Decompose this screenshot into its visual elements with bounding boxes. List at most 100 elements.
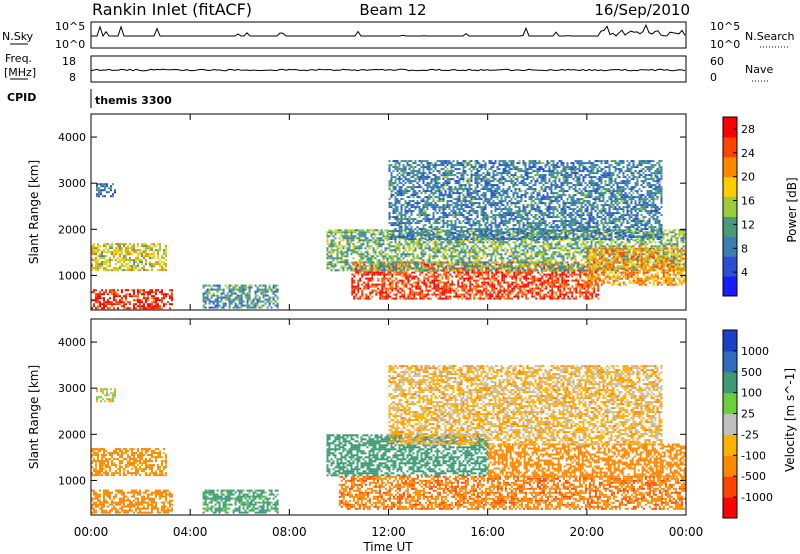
range-time-cell: [572, 237, 575, 240]
range-time-cell: [443, 269, 446, 272]
range-time-cell: [484, 253, 487, 256]
range-time-cell: [93, 299, 95, 302]
range-time-cell: [624, 247, 627, 250]
range-time-cell: [606, 257, 609, 260]
range-time-cell: [97, 267, 99, 270]
range-time-cell: [137, 255, 139, 258]
range-time-cell: [583, 279, 586, 282]
range-time-cell: [475, 291, 478, 294]
range-time-cell: [113, 267, 115, 270]
range-time-cell: [457, 297, 460, 300]
range-time-cell: [384, 269, 387, 272]
range-time-cell: [604, 245, 607, 248]
range-time-cell: [171, 293, 173, 296]
range-time-cell: [246, 286, 249, 289]
range-time-cell: [544, 233, 547, 236]
range-time-cell: [361, 295, 364, 298]
range-time-cell: [498, 265, 501, 268]
range-time-cell: [240, 286, 243, 289]
range-time-cell: [353, 287, 356, 290]
range-time-cell: [390, 251, 393, 254]
range-time-cell: [382, 255, 385, 258]
range-time-cell: [422, 265, 425, 268]
range-time-cell: [377, 277, 380, 280]
range-time-cell: [668, 229, 671, 232]
range-time-cell: [93, 249, 95, 252]
range-time-cell: [133, 247, 135, 250]
range-time-cell: [117, 257, 119, 260]
range-time-cell: [420, 251, 423, 254]
range-time-cell: [386, 259, 389, 262]
range-time-cell: [121, 269, 123, 272]
range-time-cell: [556, 245, 559, 248]
range-time-cell: [620, 237, 623, 240]
range-time-cell: [451, 265, 454, 268]
range-time-cell: [371, 273, 374, 276]
range-time-cell: [499, 271, 502, 274]
range-time-cell: [155, 305, 157, 308]
range-time-cell: [612, 273, 615, 276]
range-time-cell: [133, 259, 135, 262]
range-time-cell: [622, 265, 625, 268]
range-time-cell: [264, 286, 267, 289]
range-time-cell: [652, 231, 655, 234]
range-time-cell: [602, 267, 605, 270]
range-time-cell: [391, 273, 394, 276]
range-time-cell: [403, 279, 406, 282]
range-time-cell: [410, 247, 413, 250]
range-time-cell: [454, 261, 457, 264]
range-time-cell: [549, 281, 552, 284]
range-time-cell: [566, 243, 569, 246]
range-time-cell: [91, 253, 93, 256]
range-time-cell: [581, 287, 584, 290]
range-time-cell: [600, 233, 603, 236]
range-time-cell: [340, 251, 343, 254]
range-time-cell: [353, 295, 356, 298]
range-time-cell: [145, 253, 147, 256]
range-time-cell: [95, 263, 97, 266]
range-time-cell: [549, 289, 552, 292]
range-time-cell: [501, 285, 504, 288]
range-time-cell: [449, 289, 452, 292]
range-time-cell: [497, 271, 500, 274]
range-time-cell: [468, 265, 471, 268]
range-time-cell: [449, 287, 452, 290]
range-time-cell: [503, 289, 506, 292]
range-time-cell: [444, 239, 447, 242]
range-time-cell: [468, 241, 471, 244]
range-time-cell: [622, 247, 625, 250]
range-time-cell: [369, 293, 372, 296]
range-time-cell: [404, 243, 407, 246]
range-time-cell: [417, 293, 420, 296]
range-time-cell: [151, 263, 153, 266]
range-time-cell: [232, 288, 235, 291]
range-time-cell: [133, 307, 135, 310]
range-time-cell: [482, 241, 485, 244]
range-time-cell: [430, 261, 433, 264]
range-time-cell: [450, 259, 453, 262]
range-time-cell: [582, 249, 585, 252]
range-time-cell: [579, 275, 582, 278]
range-time-cell: [482, 249, 485, 252]
range-time-cell: [408, 239, 411, 242]
range-time-cell: [575, 287, 578, 290]
range-time-cell: [432, 251, 435, 254]
range-time-cell: [360, 267, 363, 270]
range-time-cell: [573, 273, 576, 276]
range-time-cell: [550, 247, 553, 250]
range-time-cell: [248, 286, 251, 289]
range-time-cell: [537, 293, 540, 296]
range-time-cell: [528, 265, 531, 268]
range-time-cell: [584, 257, 587, 260]
range-time-cell: [486, 231, 489, 234]
range-time-cell: [507, 285, 510, 288]
range-time-cell: [606, 263, 609, 266]
range-time-cell: [386, 235, 389, 238]
range-time-cell: [117, 251, 119, 254]
range-time-cell: [421, 261, 424, 264]
range-time-cell: [447, 281, 450, 284]
range-time-cell: [606, 269, 609, 272]
range-time-cell: [256, 286, 259, 289]
range-time-cell: [268, 296, 271, 299]
range-time-cell: [390, 255, 393, 258]
